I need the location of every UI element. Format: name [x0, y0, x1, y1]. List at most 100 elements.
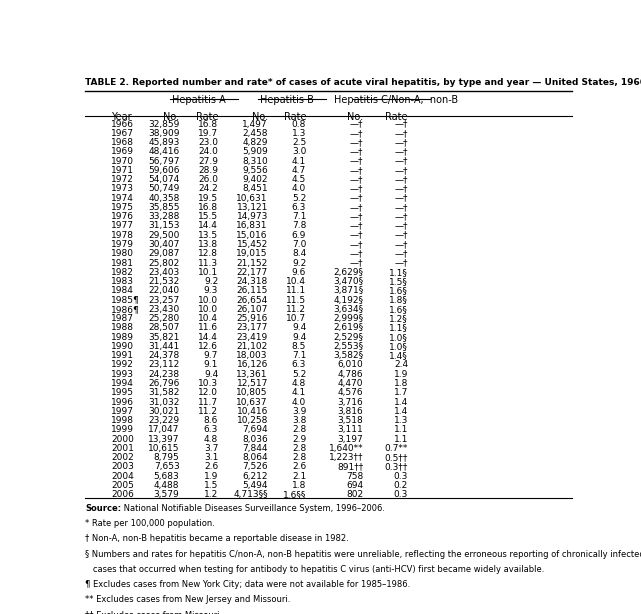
- Text: 6,212: 6,212: [242, 472, 268, 481]
- Text: 1980: 1980: [111, 249, 134, 258]
- Text: 1.0§: 1.0§: [389, 333, 408, 341]
- Text: 1986¶: 1986¶: [111, 305, 140, 314]
- Text: 3.9: 3.9: [292, 407, 306, 416]
- Text: 1997: 1997: [111, 407, 134, 416]
- Text: 802: 802: [346, 490, 363, 499]
- Text: 2,529§: 2,529§: [333, 333, 363, 341]
- Text: 4,470: 4,470: [338, 379, 363, 388]
- Text: —†: —†: [350, 129, 363, 138]
- Text: 3.8: 3.8: [292, 416, 306, 425]
- Text: 21,152: 21,152: [237, 258, 268, 268]
- Text: —†: —†: [350, 138, 363, 147]
- Text: 1.3: 1.3: [394, 416, 408, 425]
- Text: 7.1: 7.1: [292, 351, 306, 360]
- Text: 10,631: 10,631: [237, 193, 268, 203]
- Text: 8,795: 8,795: [154, 453, 179, 462]
- Text: 24,238: 24,238: [148, 370, 179, 379]
- Text: 1.1: 1.1: [394, 435, 408, 443]
- Text: 10.3: 10.3: [198, 379, 218, 388]
- Text: 1993: 1993: [111, 370, 134, 379]
- Text: —†: —†: [394, 231, 408, 239]
- Text: 2.6: 2.6: [292, 462, 306, 472]
- Text: —†: —†: [350, 258, 363, 268]
- Text: —†: —†: [394, 157, 408, 166]
- Text: 3,518: 3,518: [338, 416, 363, 425]
- Text: 0.2: 0.2: [394, 481, 408, 490]
- Text: 1970: 1970: [111, 157, 134, 166]
- Text: 26,796: 26,796: [148, 379, 179, 388]
- Text: 1966: 1966: [111, 120, 134, 128]
- Text: 23,112: 23,112: [148, 360, 179, 370]
- Text: 24,318: 24,318: [237, 277, 268, 286]
- Text: 7,526: 7,526: [242, 462, 268, 472]
- Text: 1.5§: 1.5§: [389, 277, 408, 286]
- Text: 4,576: 4,576: [338, 388, 363, 397]
- Text: 2.6: 2.6: [204, 462, 218, 472]
- Text: 9.4: 9.4: [204, 370, 218, 379]
- Text: 3,111: 3,111: [338, 426, 363, 434]
- Text: 0.3††: 0.3††: [385, 462, 408, 472]
- Text: 758: 758: [346, 472, 363, 481]
- Text: —†: —†: [350, 231, 363, 239]
- Text: 54,074: 54,074: [148, 175, 179, 184]
- Text: 30,407: 30,407: [148, 240, 179, 249]
- Text: 1991: 1991: [111, 351, 134, 360]
- Text: 1.6§: 1.6§: [389, 286, 408, 295]
- Text: 23,403: 23,403: [148, 268, 179, 277]
- Text: 27.9: 27.9: [198, 157, 218, 166]
- Text: 29,500: 29,500: [148, 231, 179, 239]
- Text: 4.8: 4.8: [292, 379, 306, 388]
- Text: 10,805: 10,805: [237, 388, 268, 397]
- Text: 1,640**: 1,640**: [329, 444, 363, 453]
- Text: 4,829: 4,829: [242, 138, 268, 147]
- Text: 1982: 1982: [111, 268, 134, 277]
- Text: 40,358: 40,358: [148, 193, 179, 203]
- Text: 1995: 1995: [111, 388, 134, 397]
- Text: 1.9: 1.9: [394, 370, 408, 379]
- Text: Hepatitis C/Non-A,  non-B: Hepatitis C/Non-A, non-B: [333, 95, 458, 105]
- Text: 6.3: 6.3: [292, 360, 306, 370]
- Text: 2.4: 2.4: [394, 360, 408, 370]
- Text: 1.8: 1.8: [394, 379, 408, 388]
- Text: 1.6§: 1.6§: [389, 305, 408, 314]
- Text: 1981: 1981: [111, 258, 134, 268]
- Text: 4.1: 4.1: [292, 388, 306, 397]
- Text: 12.8: 12.8: [198, 249, 218, 258]
- Text: —†: —†: [350, 147, 363, 157]
- Text: 1.1: 1.1: [394, 426, 408, 434]
- Text: 31,441: 31,441: [148, 342, 179, 351]
- Text: § Numbers and rates for hepatitis C/non-A, non-B hepatitis were unreliable, refl: § Numbers and rates for hepatitis C/non-…: [85, 550, 641, 559]
- Text: 31,032: 31,032: [148, 397, 179, 406]
- Text: 3,582§: 3,582§: [333, 351, 363, 360]
- Text: 11.2: 11.2: [286, 305, 306, 314]
- Text: 1999: 1999: [111, 426, 134, 434]
- Text: 10.4: 10.4: [286, 277, 306, 286]
- Text: 0.7**: 0.7**: [385, 444, 408, 453]
- Text: —†: —†: [394, 193, 408, 203]
- Text: 26,107: 26,107: [237, 305, 268, 314]
- Text: 13,121: 13,121: [237, 203, 268, 212]
- Text: No.: No.: [347, 112, 363, 122]
- Text: —†: —†: [350, 166, 363, 175]
- Text: 16.8: 16.8: [198, 203, 218, 212]
- Text: 4,786: 4,786: [338, 370, 363, 379]
- Text: 12.0: 12.0: [198, 388, 218, 397]
- Text: 8,310: 8,310: [242, 157, 268, 166]
- Text: 7.0: 7.0: [292, 240, 306, 249]
- Text: 22,040: 22,040: [148, 286, 179, 295]
- Text: 1988: 1988: [111, 324, 134, 332]
- Text: 15,016: 15,016: [237, 231, 268, 239]
- Text: 9.6: 9.6: [292, 268, 306, 277]
- Text: 1.4: 1.4: [394, 397, 408, 406]
- Text: 5.2: 5.2: [292, 193, 306, 203]
- Text: 1.5: 1.5: [204, 481, 218, 490]
- Text: 18,003: 18,003: [237, 351, 268, 360]
- Text: 14.4: 14.4: [198, 222, 218, 230]
- Text: —†: —†: [350, 175, 363, 184]
- Text: 2.8: 2.8: [292, 453, 306, 462]
- Text: 8.6: 8.6: [204, 416, 218, 425]
- Text: 0.8: 0.8: [292, 120, 306, 128]
- Text: 24.2: 24.2: [199, 184, 218, 193]
- Text: 15.5: 15.5: [198, 212, 218, 221]
- Text: Hepatitis B: Hepatitis B: [260, 95, 314, 105]
